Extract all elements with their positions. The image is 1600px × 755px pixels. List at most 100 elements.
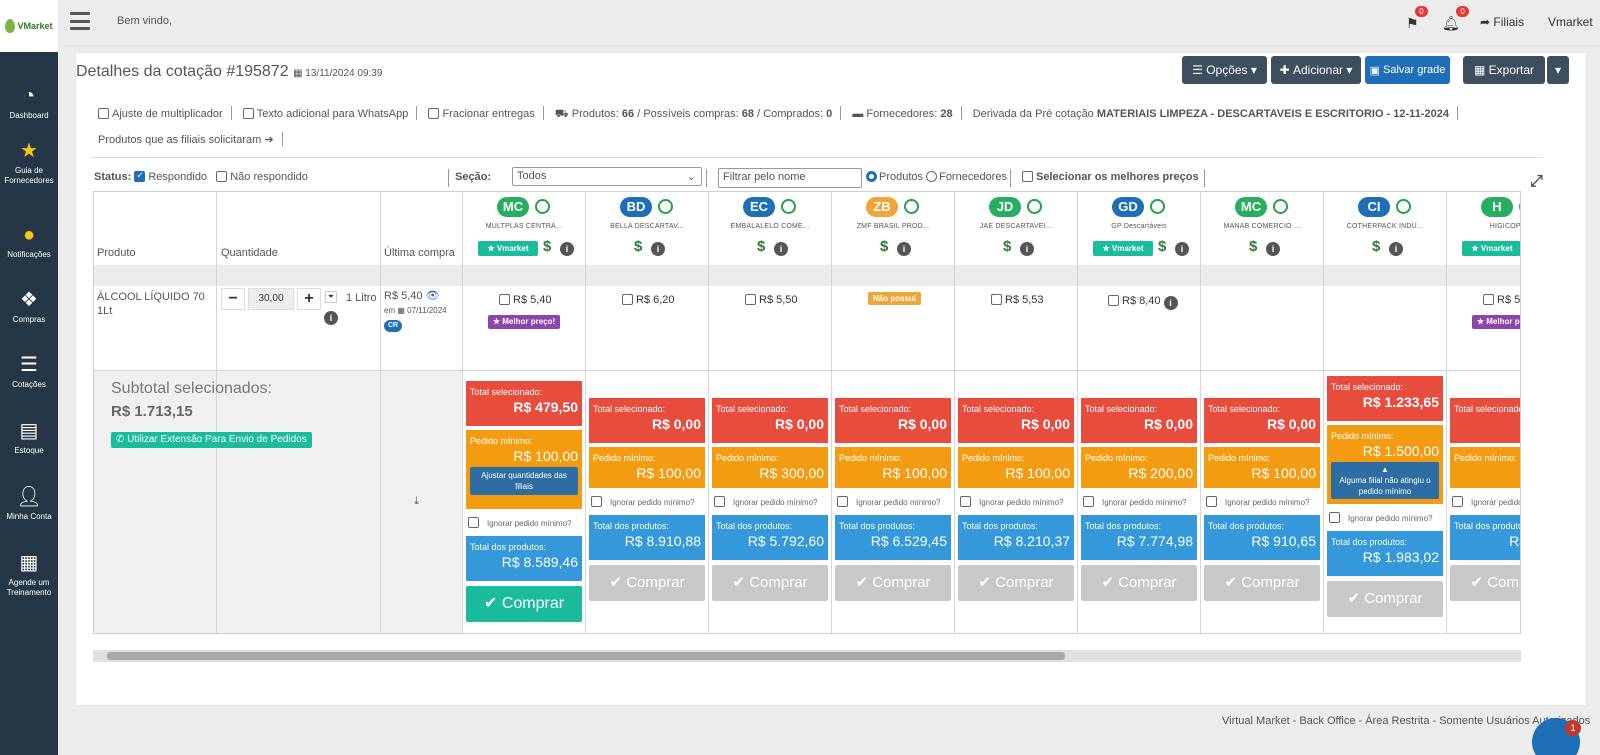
dollar-icon[interactable]: $ [1372, 238, 1381, 255]
info-icon[interactable]: i [651, 242, 665, 256]
sidebar-item-notificacoes[interactable]: ● Notificações [0, 224, 58, 260]
sidebar-item-cotacoes[interactable]: ☰ Cotações [0, 354, 58, 390]
dollar-icon[interactable]: $ [880, 238, 889, 255]
ignorar-checkbox[interactable]: Ignorar pedido mínimo? [714, 496, 818, 507]
price-checkbox[interactable] [745, 294, 756, 305]
menu-toggle-icon[interactable] [70, 12, 90, 30]
supplier-avatar[interactable]: CI [1358, 197, 1390, 217]
vertical-scrollbar[interactable] [1520, 192, 1521, 634]
supplier-avatar[interactable]: BD [620, 197, 652, 217]
whatsapp-icon[interactable] [1027, 199, 1042, 214]
whatsapp-icon[interactable] [1150, 199, 1165, 214]
qty-input[interactable]: 30,00 [248, 288, 294, 310]
whatsapp-icon[interactable] [781, 199, 796, 214]
comprar-button: ✔ Comprar [1327, 581, 1443, 617]
check-icon: ✔ [978, 574, 996, 591]
dollar-icon[interactable]: $ [634, 238, 643, 255]
dollar-icon[interactable]: $ [757, 238, 766, 255]
sidebar-item-minha-conta[interactable]: 👤︎ Minha Conta [0, 486, 58, 522]
sidebar-item-dashboard[interactable]: ◔ Dashboard [0, 85, 58, 121]
price-checkbox[interactable] [1483, 294, 1494, 305]
supplier-avatar[interactable]: MC [497, 197, 529, 217]
bell-icon[interactable]: 🔔︎ 0 [1442, 6, 1469, 32]
sidebar-item-fornecedores[interactable]: ★ Guia de Fornecedores [0, 140, 58, 186]
salvar-grade-button[interactable]: ▣ Salvar grade [1365, 56, 1450, 84]
scrollbar-thumb[interactable] [107, 652, 1065, 660]
dollar-icon[interactable]: $ [1249, 238, 1258, 255]
ajuste-checkbox[interactable]: Ajuste de multiplicador [98, 108, 223, 120]
melhores-precos-checkbox[interactable]: Selecionar os melhores preços [1022, 171, 1199, 183]
dollar-icon[interactable]: $ [543, 238, 552, 255]
fullscreen-icon[interactable]: ⤢ [1530, 173, 1543, 190]
derivada-info: Derivada da Pré cotação MATERIAIS LIMPEZ… [973, 108, 1449, 120]
adicionar-button[interactable]: ✚ Adicionar ▾ [1271, 56, 1361, 84]
download-icon[interactable]: ⤓ [414, 495, 419, 507]
whatsapp-icon[interactable] [535, 199, 550, 214]
fracionar-checkbox[interactable]: Fracionar entregas [428, 108, 535, 120]
price-checkbox[interactable] [1108, 295, 1119, 306]
whatsapp-icon[interactable] [904, 199, 919, 214]
price-checkbox[interactable] [622, 294, 633, 305]
supplier-avatar[interactable]: MC [1235, 197, 1267, 217]
supplier-avatar[interactable]: EC [743, 197, 775, 217]
ignorar-checkbox[interactable]: Ignorar pedido mínimo? [1083, 496, 1187, 507]
share-icon: ➦ [1480, 15, 1491, 29]
sidebar-item-estoque[interactable]: ▤ Estoque [0, 420, 58, 456]
comprar-button[interactable]: ✔ Comprar [466, 586, 582, 622]
qty-decrement-button[interactable]: − [221, 288, 245, 310]
price-checkbox[interactable] [499, 294, 510, 305]
opcoes-button[interactable]: ☰ Opções ▾ [1182, 56, 1267, 84]
sidebar-item-compras[interactable]: ❖ Compras [0, 289, 58, 325]
respondido-checkbox[interactable]: Respondido [134, 170, 207, 183]
sidebar-item-treinamento[interactable]: ▦ Agende um Treinamento [0, 552, 58, 598]
info-icon[interactable]: i [560, 242, 574, 256]
ignorar-checkbox[interactable]: Ignorar pedido mínimo? [591, 496, 695, 507]
filiais-solicitaram-link[interactable]: Produtos que as filiais solicitaram ➔ [98, 134, 274, 146]
secao-select[interactable]: Todos ⌄ [512, 167, 702, 186]
dollar-icon[interactable]: $ [1003, 238, 1012, 255]
whatsapp-icon[interactable] [1273, 199, 1288, 214]
dollar-icon[interactable]: $ [1158, 238, 1167, 255]
logo[interactable]: VMarket [0, 0, 58, 52]
comprar-button: ✔ Comprar [835, 565, 951, 601]
horizontal-scrollbar[interactable] [93, 650, 1521, 662]
whatsapp-icon[interactable] [658, 199, 673, 214]
nao-possui-badge: Não possui [868, 292, 922, 305]
ignorar-checkbox[interactable]: Ignorar pedido mínimo? [1329, 512, 1433, 523]
produtos-radio[interactable]: Produtos [866, 171, 923, 183]
ajustar-quantidades-button[interactable]: Ajustar quantidades das filiais [470, 467, 578, 495]
info-icon[interactable]: i [774, 242, 788, 256]
ignorar-checkbox[interactable]: Ignorar pedido mínimo? [1452, 496, 1520, 507]
ignorar-checkbox[interactable]: Ignorar pedido mínimo? [960, 496, 1064, 507]
user-menu[interactable]: Vmarket [1548, 15, 1593, 29]
info-icon[interactable]: i [1389, 242, 1403, 256]
eye-icon[interactable]: 👁︎ [425, 290, 440, 302]
supplier-avatar[interactable]: JD [989, 197, 1021, 217]
supplier-avatar[interactable]: H [1481, 197, 1513, 217]
flag-icon[interactable]: ⚑ 0 [1406, 6, 1428, 32]
card-value: R$ 100,00 [513, 448, 578, 464]
info-icon[interactable]: i [897, 242, 911, 256]
whatsapp-checkbox[interactable]: Texto adicional para WhatsApp [242, 108, 408, 120]
extension-button[interactable]: ✆ Utilizar Extensão Para Envio de Pedido… [111, 432, 312, 448]
info-icon[interactable]: i [1266, 242, 1280, 256]
fornecedores-radio[interactable]: Fornecedores [926, 171, 1007, 183]
info-icon[interactable]: i [1175, 242, 1189, 256]
filter-icon[interactable]: ⏷ [325, 291, 337, 303]
exportar-dropdown-button[interactable]: ▾ [1547, 56, 1569, 84]
supplier-avatar[interactable]: GD [1112, 197, 1144, 217]
info-icon[interactable]: i [324, 311, 338, 325]
ignorar-checkbox[interactable]: Ignorar pedido mínimo? [1206, 496, 1310, 507]
supplier-avatar[interactable]: ZB [866, 197, 898, 217]
nao-respondido-checkbox[interactable]: Não respondido [216, 171, 308, 183]
filiais-link[interactable]: ➦ Filiais [1480, 15, 1524, 29]
ignorar-checkbox[interactable]: Ignorar pedido mínimo? [837, 496, 941, 507]
ignorar-checkbox[interactable]: Ignorar pedido mínimo? [468, 517, 572, 528]
qty-increment-button[interactable]: + [297, 288, 321, 310]
price-checkbox[interactable] [991, 294, 1002, 305]
info-icon[interactable]: i [1020, 242, 1034, 256]
whatsapp-icon[interactable] [1396, 199, 1411, 214]
info-icon[interactable]: i [1163, 296, 1178, 310]
exportar-button[interactable]: ▦ Exportar [1463, 56, 1545, 84]
name-filter-input[interactable]: Filtrar pelo nome [718, 168, 862, 188]
